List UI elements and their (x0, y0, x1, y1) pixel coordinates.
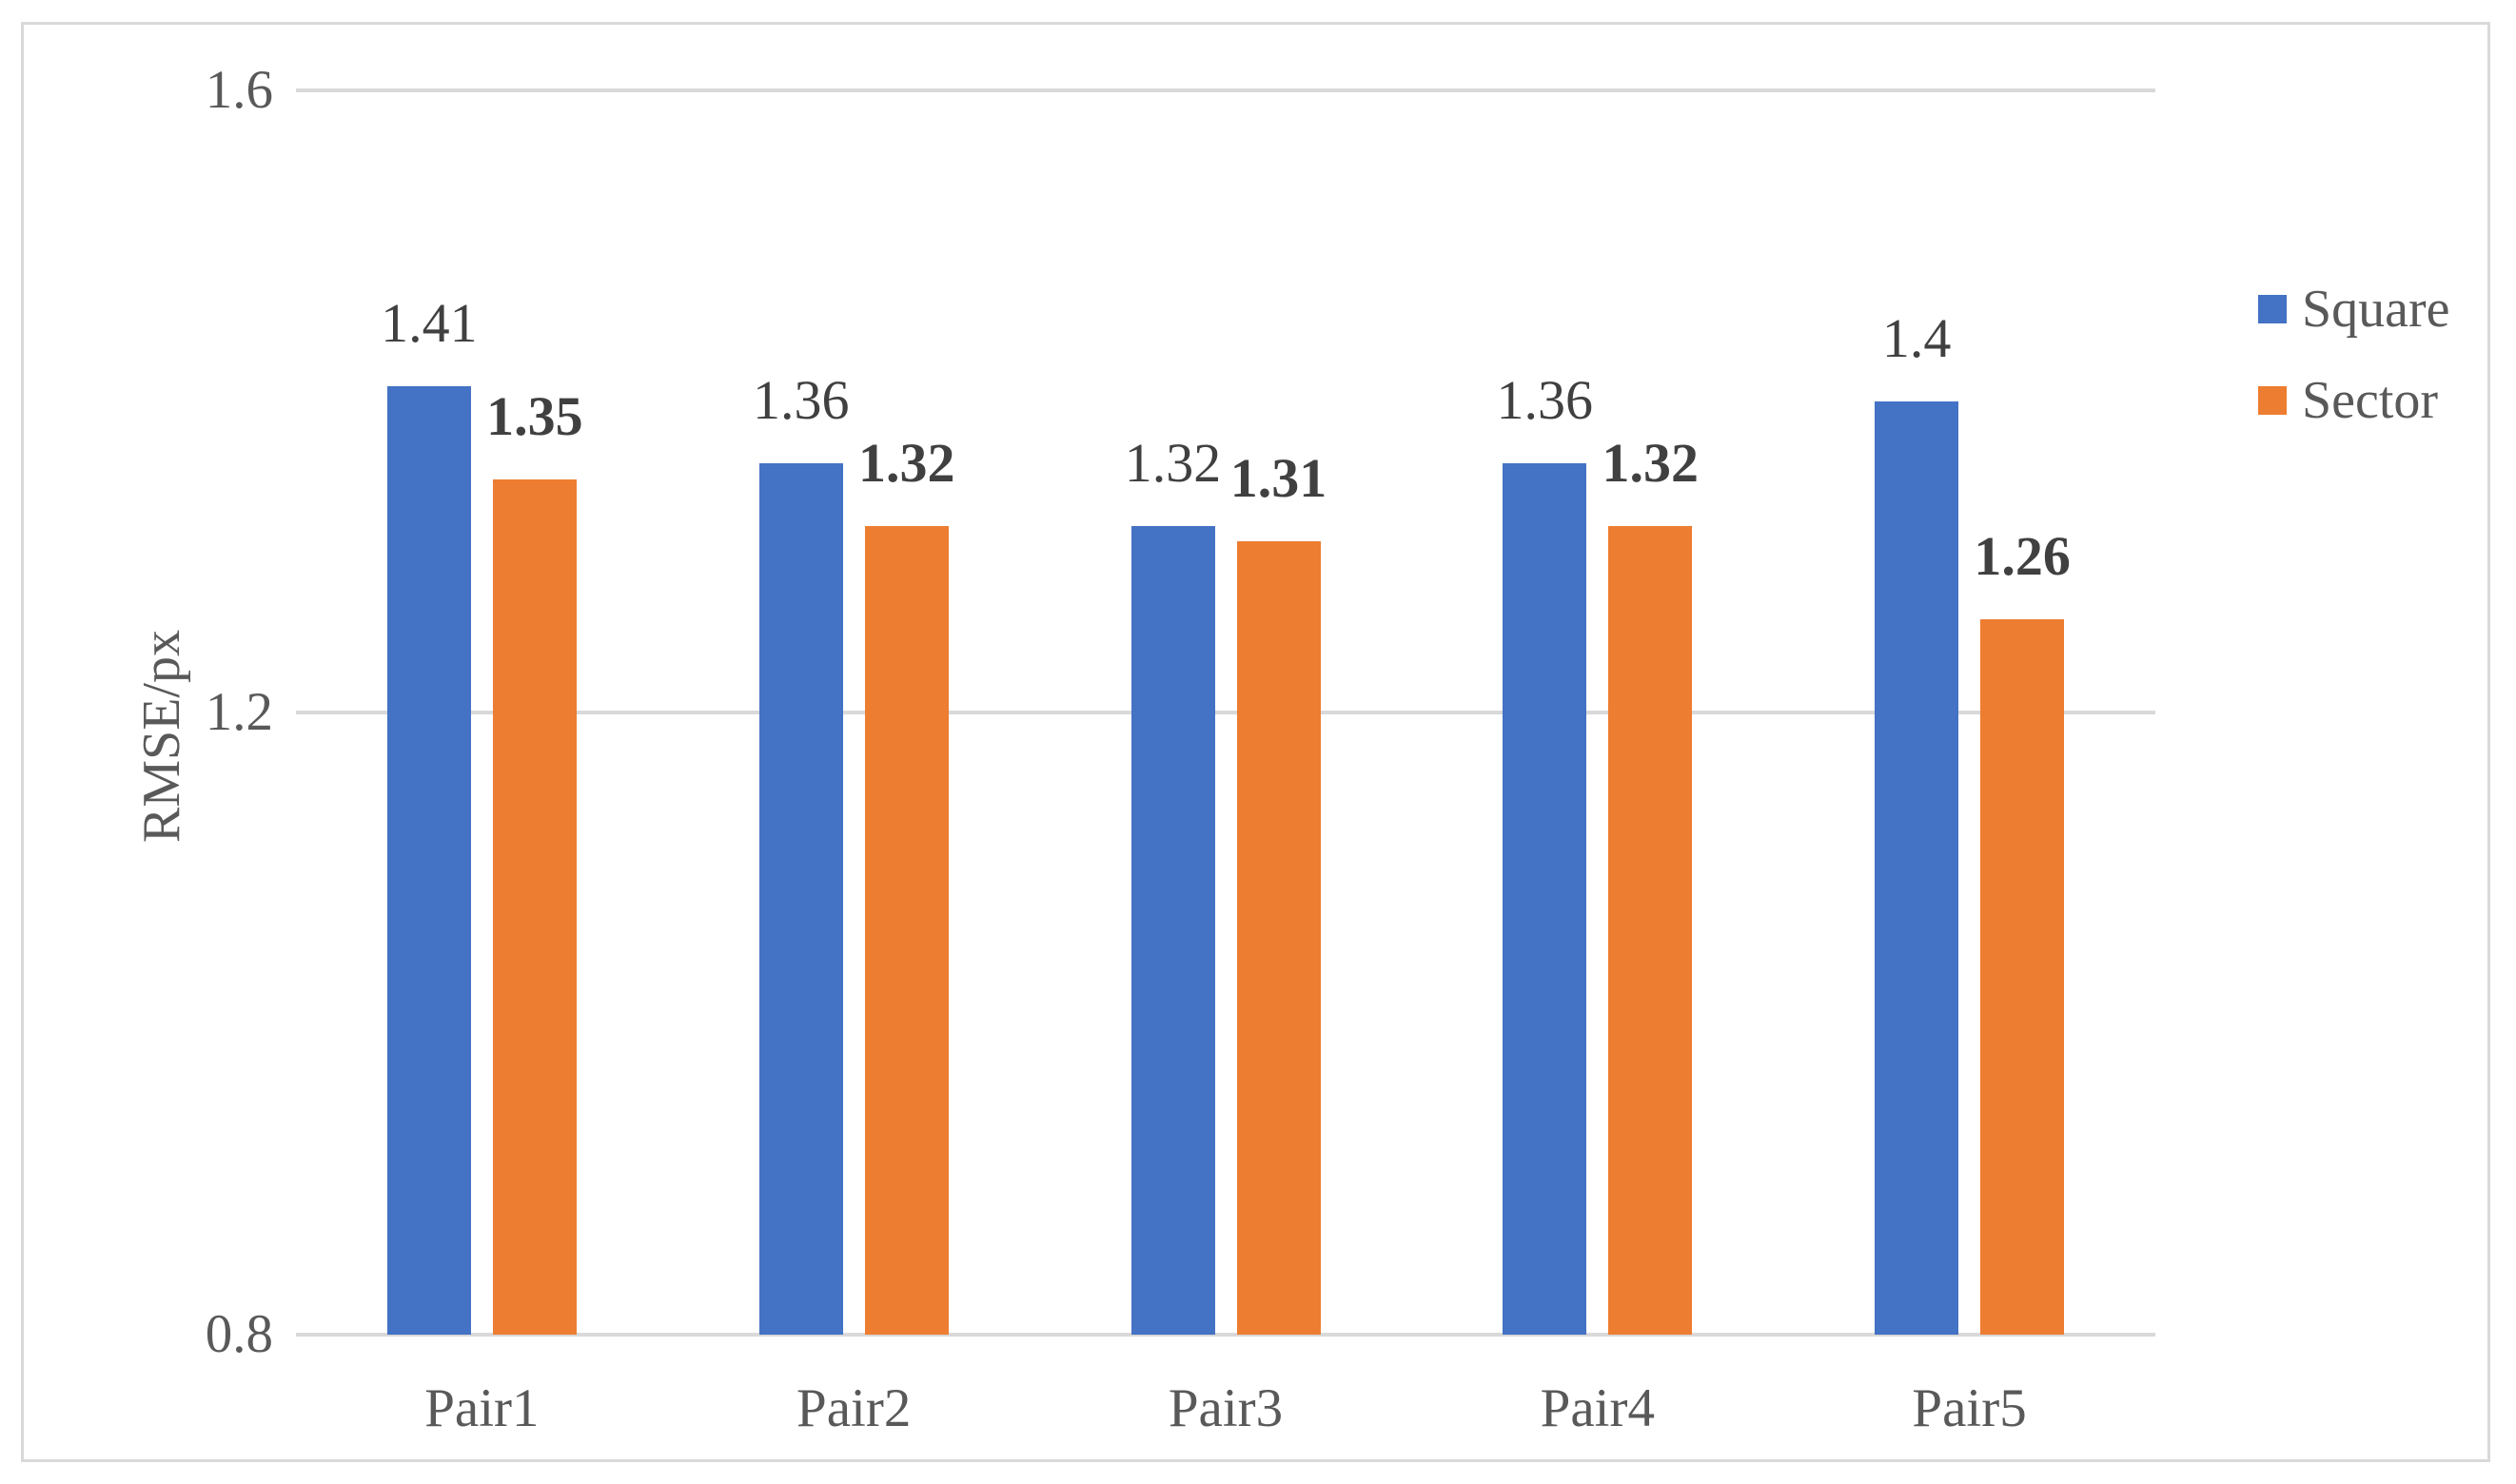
value-label-sector-pair1: 1.35 (486, 384, 583, 447)
value-label-square-pair4: 1.36 (1496, 369, 1594, 432)
x-axis-label: Pair4 (1540, 1378, 1655, 1438)
legend-label: Sector (2302, 371, 2439, 430)
x-axis-label: Pair5 (1912, 1378, 2027, 1438)
y-axis-title: RMSE/px (132, 629, 191, 844)
bar-sector-pair2 (864, 525, 949, 1335)
value-label-square-pair2: 1.36 (752, 369, 850, 432)
value-label-square-pair5: 1.4 (1881, 307, 1952, 369)
bar-square-pair4 (1503, 463, 1587, 1335)
value-label-sector-pair3: 1.31 (1229, 447, 1327, 510)
y-tick-label: 1.6 (205, 60, 273, 120)
y-tick-label: 1.2 (205, 682, 273, 742)
legend-label: Square (2302, 280, 2450, 339)
legend-swatch-icon (2258, 295, 2287, 323)
value-label-sector-pair2: 1.32 (857, 431, 955, 494)
chart-frame: 1.6 1.2 0.8 RMSE/px 1.41 1.35 1.36 1.32 1.32 1.… (21, 22, 2490, 1462)
legend-item-sector: Sector (2258, 371, 2450, 430)
legend-swatch-icon (2258, 386, 2287, 415)
bar-square-pair5 (1875, 401, 1959, 1335)
bar-sector-pair1 (492, 478, 577, 1335)
value-label-square-pair1: 1.41 (381, 291, 478, 354)
value-label-square-pair3: 1.32 (1124, 431, 1222, 494)
value-label-sector-pair5: 1.26 (1974, 524, 2071, 587)
x-axis-label: Pair3 (1168, 1378, 1284, 1438)
legend-item-square: Square (2258, 280, 2450, 339)
x-axis-label: Pair1 (424, 1378, 540, 1438)
bar-square-pair1 (386, 385, 471, 1335)
x-axis-label: Pair2 (796, 1378, 912, 1438)
legend: Square Sector (2258, 280, 2450, 462)
bar-square-pair2 (758, 463, 843, 1335)
gridline-1.6 (296, 88, 2155, 92)
bar-square-pair3 (1130, 525, 1215, 1335)
bar-sector-pair5 (1980, 618, 2065, 1335)
value-label-sector-pair4: 1.32 (1602, 431, 1700, 494)
gridline-0.8 (296, 1333, 2155, 1337)
bar-sector-pair4 (1608, 525, 1693, 1335)
gridline-1.2 (296, 711, 2155, 714)
bar-sector-pair3 (1236, 541, 1321, 1335)
y-tick-label: 0.8 (205, 1304, 273, 1364)
